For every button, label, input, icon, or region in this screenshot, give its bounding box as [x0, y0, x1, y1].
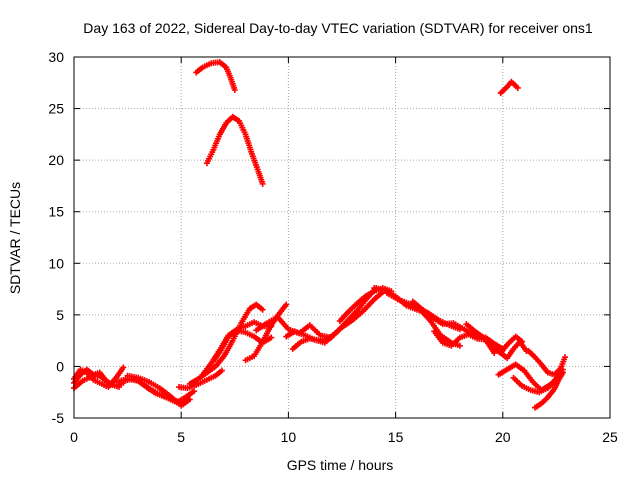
- y-tick-label: 0: [56, 358, 64, 374]
- data-point: [559, 369, 566, 376]
- grid: [74, 57, 610, 418]
- y-tick-label: -5: [52, 410, 65, 426]
- x-tick-label: 10: [281, 429, 297, 445]
- series-arc-high-1: [193, 59, 238, 94]
- series-arc-tail-3: [525, 347, 568, 378]
- y-tick-label: 15: [48, 204, 64, 220]
- data-point: [120, 364, 127, 371]
- series-layer: [71, 59, 568, 411]
- x-tick-label: 20: [495, 429, 511, 445]
- series-arc-high-3: [497, 78, 521, 97]
- series-arc-low-7: [176, 367, 225, 392]
- x-tick-label: 25: [602, 429, 618, 445]
- series-arc-high-2: [203, 113, 266, 187]
- series-arc-low-6: [124, 372, 193, 409]
- series-arc-mid-6: [495, 338, 530, 362]
- data-point: [561, 354, 568, 361]
- y-tick-label: 20: [48, 152, 64, 168]
- data-point: [514, 84, 521, 91]
- data-point: [259, 306, 266, 313]
- series-arc-low-3: [71, 364, 127, 391]
- plot-frame: [73, 56, 611, 419]
- x-axis-label: GPS time / hours: [287, 457, 394, 473]
- x-tick-label: 15: [388, 429, 404, 445]
- data-point: [218, 367, 225, 374]
- x-tick-label: 0: [70, 429, 78, 445]
- y-axis-label: SDTVAR / TECUs: [7, 182, 23, 294]
- data-point: [231, 87, 238, 94]
- data-point: [268, 334, 275, 341]
- x-tick-label: 5: [177, 429, 185, 445]
- data-point: [186, 396, 193, 403]
- data-point: [191, 388, 198, 395]
- data-point: [259, 180, 266, 187]
- chart-title: Day 163 of 2022, Sidereal Day-to-day VTE…: [83, 20, 593, 36]
- series-arc-rise-7: [283, 285, 380, 346]
- y-tick-label: 10: [48, 255, 64, 271]
- ticks: 0 5 10 15 20 25 -5 0 5 10 15 20 25 30: [48, 49, 618, 445]
- data-point: [283, 301, 290, 308]
- series-arc-tail-4: [531, 369, 566, 411]
- y-tick-label: 25: [48, 101, 64, 117]
- y-tick-label: 30: [48, 49, 64, 65]
- y-tick-label: 5: [56, 307, 64, 323]
- data-point: [456, 342, 463, 349]
